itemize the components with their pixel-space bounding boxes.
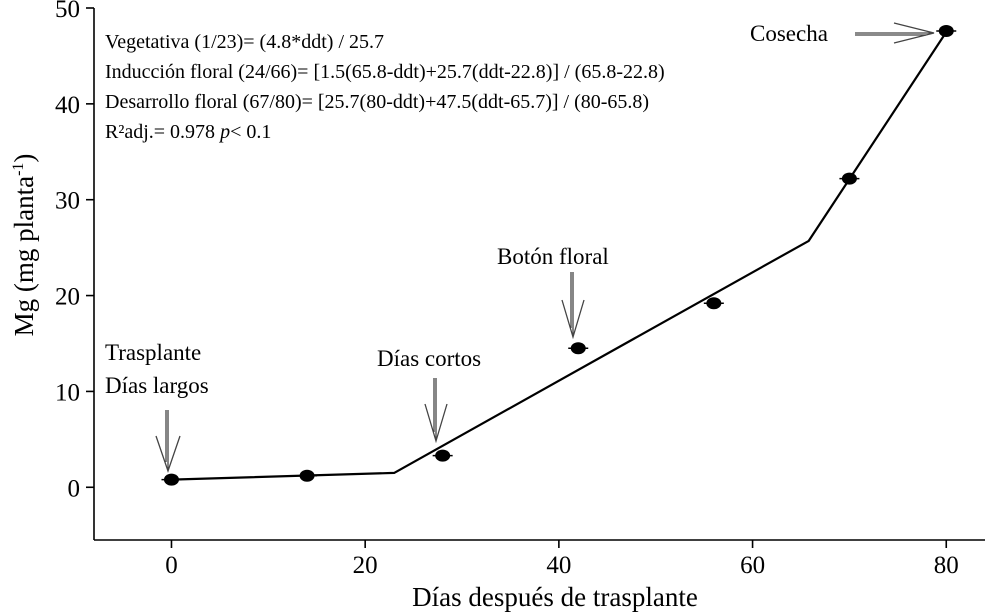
y-tick-label: 10 (55, 379, 80, 406)
data-point (163, 473, 179, 486)
arrow-cosecha (855, 22, 935, 44)
data-point (299, 469, 315, 482)
data-point (435, 449, 451, 462)
arrow-dias-cortos (424, 378, 448, 444)
x-axis-title: Días después de trasplante (412, 582, 698, 612)
annotation-dias-largos: Días largos (105, 373, 209, 398)
x-tick-label: 80 (934, 552, 959, 579)
annotation-dias-cortos: Días cortos (377, 346, 481, 371)
y-axis-ticks: 0 10 20 30 40 50 (55, 0, 94, 502)
equation-vegetativa: Vegetativa (1/23)= (4.8*ddt) / 25.7 (105, 31, 384, 53)
x-tick-label: 20 (353, 552, 378, 579)
data-point (841, 172, 857, 185)
p-symbol: p (218, 121, 230, 143)
data-point (938, 25, 954, 38)
x-tick-label: 60 (740, 552, 765, 579)
annotation-boton-floral: Botón floral (497, 244, 609, 269)
annotation-trasplante: Trasplante (105, 340, 201, 365)
y-axis-title-close: ) (9, 154, 39, 163)
equation-desarrollo-floral: Desarrollo floral (67/80)= [25.7(80-ddt)… (105, 91, 649, 113)
y-tick-label: 30 (55, 188, 80, 215)
y-axis-title-superscript: -1 (10, 163, 27, 176)
x-axis-ticks: 0 20 40 60 80 (165, 540, 959, 579)
data-point (570, 342, 586, 355)
annotation-cosecha: Cosecha (750, 21, 828, 46)
r2-statistic: R²adj.= 0.978 p< 0.1 (105, 121, 271, 143)
x-tick-label: 40 (546, 552, 571, 579)
data-point (706, 297, 722, 310)
arrow-trasplante (155, 410, 181, 474)
y-tick-label: 50 (55, 0, 80, 23)
p-value: < 0.1 (230, 121, 271, 143)
arrow-boton-floral (561, 272, 585, 340)
y-axis-title: Mg (mg planta-1) (9, 154, 39, 337)
y-tick-label: 0 (68, 475, 81, 502)
data-points (161, 25, 957, 486)
y-tick-label: 40 (55, 92, 80, 119)
fit-line (171, 31, 948, 481)
x-tick-label: 0 (165, 552, 178, 579)
equation-induccion-floral: Inducción floral (24/66)= [1.5(65.8-ddt)… (105, 61, 665, 83)
y-tick-label: 20 (55, 284, 80, 311)
